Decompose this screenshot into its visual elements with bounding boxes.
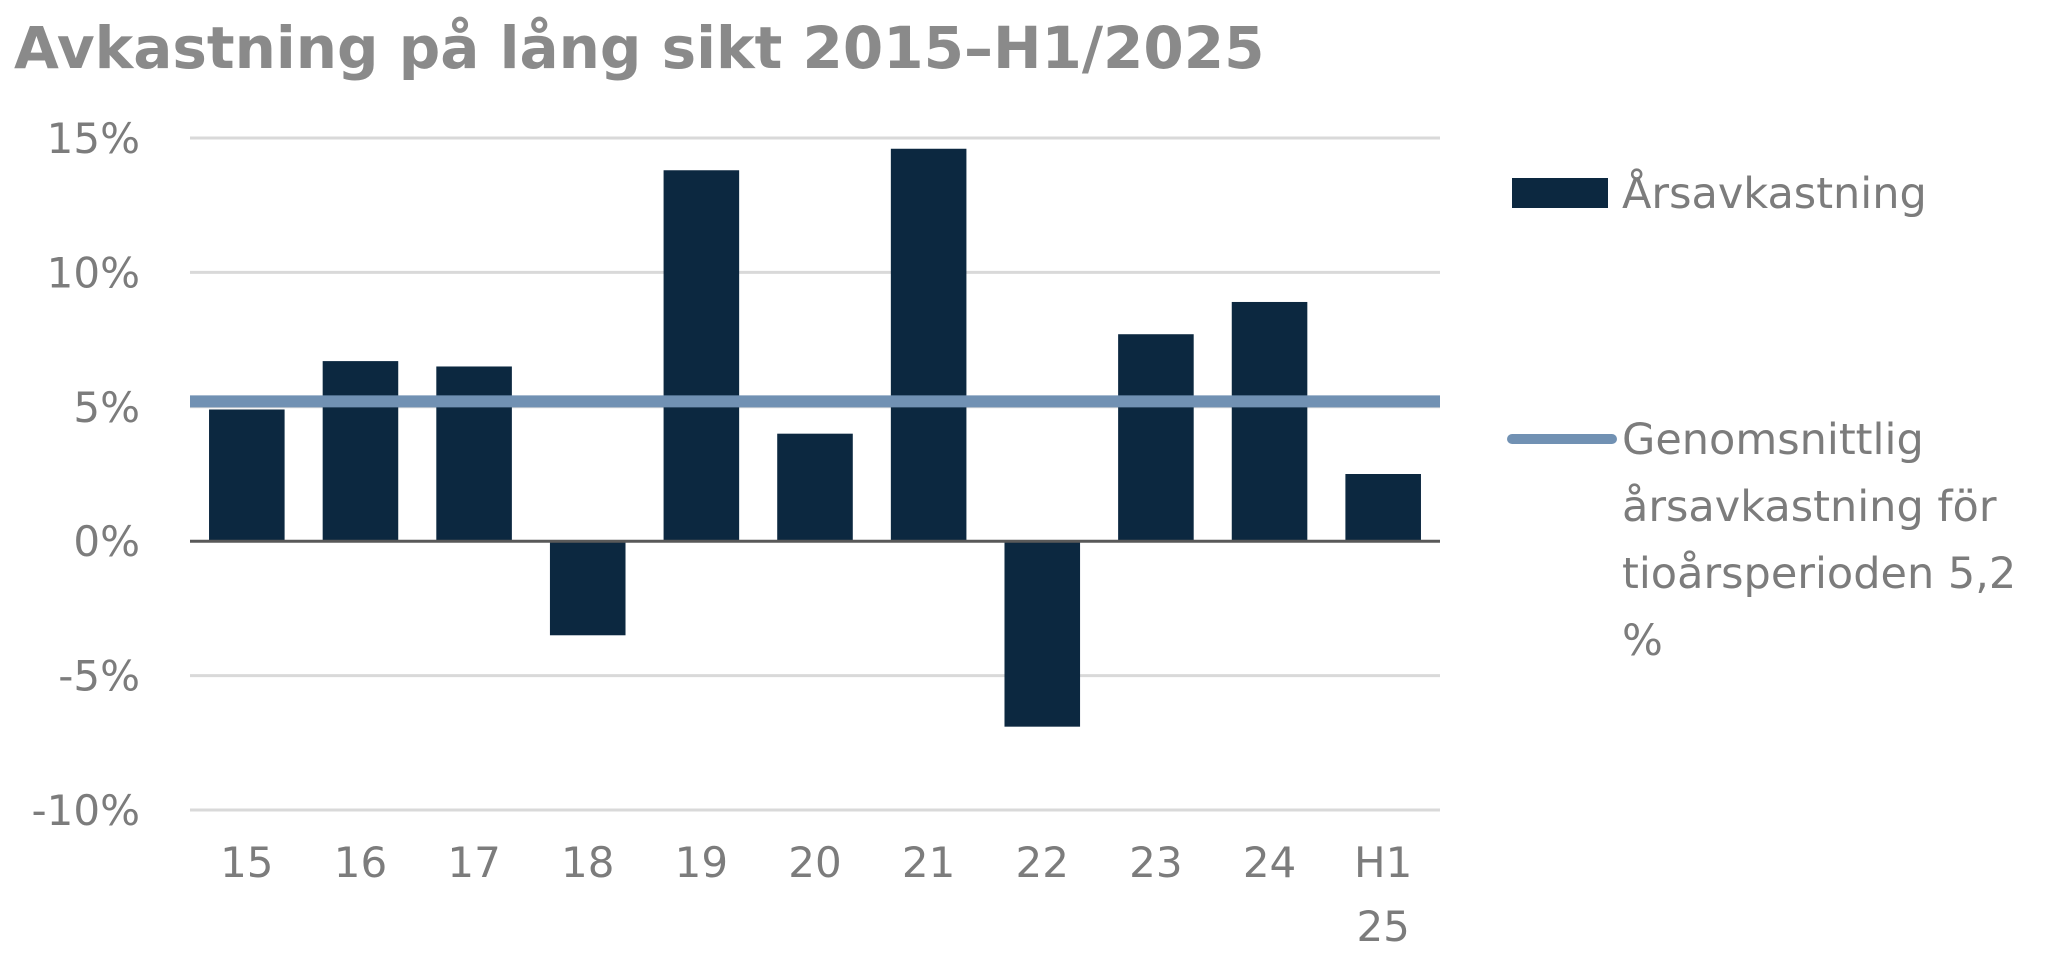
x-tick-label: 15 [220,838,273,887]
bar [1231,301,1308,542]
x-tick-label: 24 [1243,838,1296,887]
y-tick-label: 5% [73,383,140,432]
bar [777,433,853,542]
x-tick-label: 21 [902,838,955,887]
bar [322,361,399,542]
chart-title: Avkastning på lång sikt 2015–H1/2025 [14,14,1265,82]
bar [663,170,740,542]
legend-label-line: årsavkastning för [1622,482,1997,532]
y-tick-label: 10% [47,248,140,297]
y-tick-label: 0% [73,517,140,566]
bar [436,366,512,542]
legend-swatch-bar [1512,178,1608,208]
x-tick-label: 23 [1129,838,1182,887]
legend-label-bar: Årsavkastning [1622,168,1927,219]
bar [209,409,285,542]
x-tick-label: 22 [1016,838,1069,887]
y-axis-labels: 15% 10% 5% 0% -5% -10% [31,114,140,835]
legend-label-line: tioårsperioden 5,2 [1622,549,2016,599]
bar [1004,541,1081,727]
x-tick-label: 18 [561,838,614,887]
x-tick-label: 16 [334,838,387,887]
x-tick-label: H1 [1354,838,1412,887]
x-axis-labels: 15 16 17 18 19 20 21 22 23 24 H1 25 [220,838,1412,951]
y-tick-label: -5% [58,652,140,701]
bar [1345,474,1421,542]
legend: Årsavkastning Genomsnittlig årsavkastning … [1507,168,2016,666]
bar [1118,334,1194,542]
x-tick-label: 25 [1356,902,1409,951]
y-tick-label: -10% [31,786,140,835]
bars [209,148,1421,727]
legend-label-line: Genomsnittlig [1622,415,1924,465]
legend-label-line: % [1622,616,1663,666]
bar [890,148,967,542]
bar [549,541,626,636]
x-tick-label: 17 [447,838,500,887]
x-tick-label: 20 [788,838,841,887]
y-tick-label: 15% [47,114,140,163]
x-tick-label: 19 [675,838,728,887]
